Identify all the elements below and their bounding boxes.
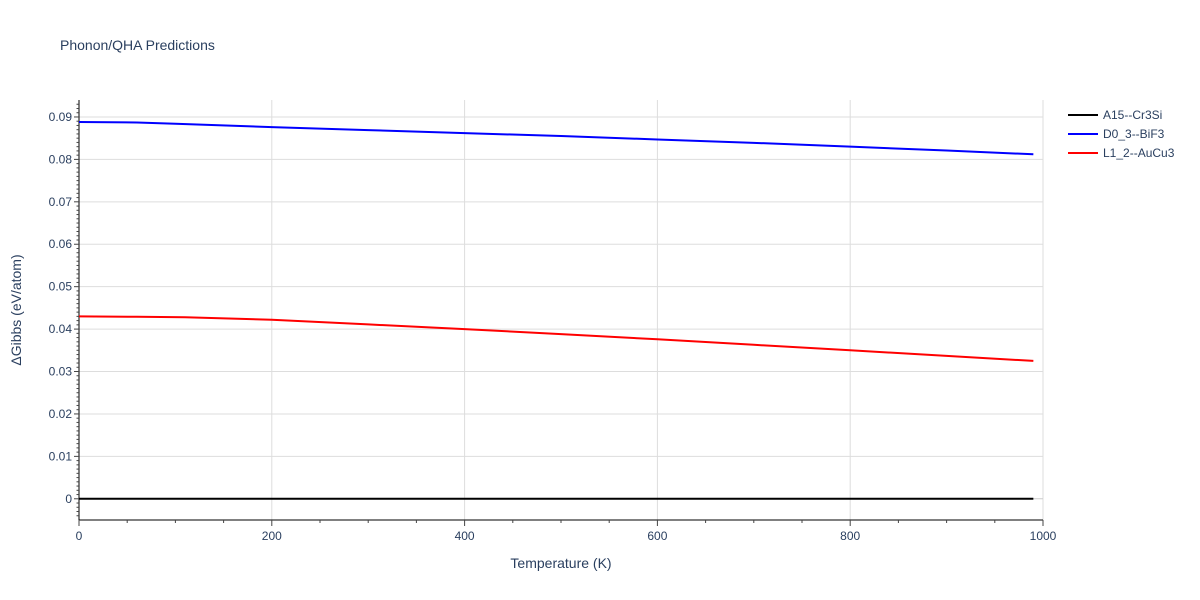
series-line-l1-2-aucu3 [78, 315, 1034, 362]
chart-title: Phonon/QHA Predictions [60, 37, 215, 53]
x-tick-label: 400 [455, 529, 475, 543]
y-tick-label: 0.08 [49, 152, 73, 166]
legend: A15--Cr3Si D0_3--BiF3 L1_2--AuCu3 [1068, 108, 1175, 160]
x-tick-label: 0 [76, 529, 83, 543]
series-lines [78, 121, 1034, 500]
y-tick-label: 0.05 [49, 280, 73, 294]
y-tick-label: 0.07 [49, 195, 73, 209]
x-tick-label: 200 [262, 529, 282, 543]
y-tick-label: 0.02 [49, 407, 73, 421]
grid [79, 100, 1044, 520]
axes [74, 100, 1044, 526]
x-tick-label: 800 [840, 529, 860, 543]
y-tick-label: 0.01 [49, 449, 73, 463]
legend-label-l1-2-aucu3: L1_2--AuCu3 [1103, 146, 1175, 160]
tick-labels: 0 200 400 600 800 1000 0 0.01 0.02 0.03 0.04 0.05 0.… [49, 110, 1057, 543]
y-axis-title: ΔGibbs (eV/atom) [8, 254, 24, 365]
series-line-d0-3-bif3 [78, 121, 1034, 156]
legend-label-d0-3-bif3: D0_3--BiF3 [1103, 127, 1165, 141]
y-tick-label: 0.04 [49, 322, 73, 336]
y-tick-label: 0.09 [49, 110, 73, 124]
y-tick-label: 0 [65, 492, 72, 506]
y-tick-label: 0.03 [49, 365, 73, 379]
x-tick-label: 600 [647, 529, 667, 543]
x-tick-label: 1000 [1030, 529, 1057, 543]
x-axis-title: Temperature (K) [510, 555, 611, 571]
legend-label-a15-cr3si: A15--Cr3Si [1103, 108, 1162, 122]
y-tick-label: 0.06 [49, 237, 73, 251]
